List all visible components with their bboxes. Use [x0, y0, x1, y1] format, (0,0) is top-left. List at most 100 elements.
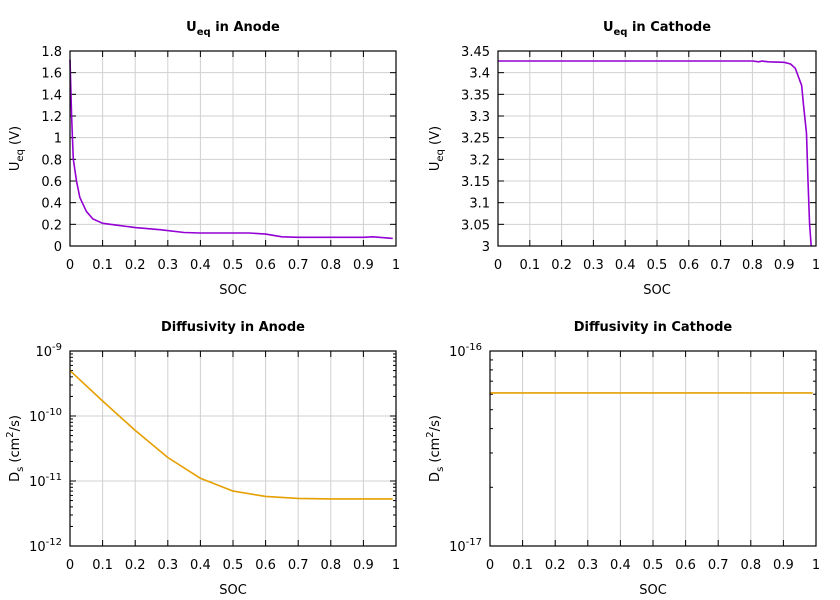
y-tick-label: 0.8	[41, 153, 62, 168]
chart-title: Ueq in Anode	[186, 20, 280, 38]
subplot-4: 0 0.1 0.2 0.3 0.4 0.5 0.6 0.7 0.8 0.9 110-1710-16D…	[425, 320, 820, 598]
y-tick-label: 1.8	[41, 45, 62, 60]
x-tick-label: 1	[812, 258, 820, 273]
text-part: (V)	[428, 126, 443, 149]
series-line	[69, 370, 393, 500]
x-tick-label: 0	[66, 558, 74, 573]
x-tick-label: 0.5	[223, 258, 244, 273]
text-part: eq	[15, 149, 26, 162]
y-tick-label: 1.6	[41, 67, 62, 82]
x-tick-label: 0.4	[610, 558, 631, 573]
text-part: D	[428, 472, 443, 482]
plot-border	[497, 50, 817, 247]
y-tick-label: 3.4	[469, 67, 490, 82]
y-axis-label: Ds (cm2/s)	[425, 415, 446, 482]
text-part: U	[186, 20, 197, 35]
x-tick-label: 0.8	[740, 558, 761, 573]
x-tick-label: 0.7	[710, 258, 731, 273]
x-tick-label: 0.7	[288, 558, 309, 573]
x-tick-label: 0	[66, 258, 74, 273]
text-part: -11	[46, 472, 62, 483]
x-tick-label: 0	[494, 258, 502, 273]
x-tick-label: 0.8	[320, 558, 341, 573]
text-part: s	[15, 467, 26, 472]
x-tick-label: 0.1	[512, 558, 533, 573]
text-part: eq	[614, 27, 628, 38]
text-part: 10	[449, 345, 466, 360]
x-axis-label: SOC	[219, 583, 247, 598]
text-part: (cm	[428, 438, 443, 467]
x-tick-label: 0.2	[551, 258, 572, 273]
x-tick-label: 1	[812, 558, 820, 573]
y-tick-label: 3.2	[469, 153, 490, 168]
series-line	[498, 60, 812, 247]
x-tick-label: 0.2	[125, 258, 146, 273]
plot-border	[489, 350, 817, 547]
x-tick-label: 0.3	[157, 258, 178, 273]
subplot-3: 0 0.1 0.2 0.3 0.4 0.5 0.6 0.7 0.8 0.9 110-1210-111…	[5, 320, 400, 598]
text-part: Diffusivity in Anode	[161, 320, 305, 335]
chart-title: Ueq in Cathode	[603, 20, 711, 38]
text-part: -17	[466, 537, 482, 548]
x-tick-label: 0.7	[708, 558, 729, 573]
text-part: (cm	[8, 438, 23, 467]
text-part: D	[8, 472, 23, 482]
x-tick-label: 1	[392, 258, 400, 273]
text-part: eq	[197, 27, 211, 38]
text-part: 10	[29, 540, 46, 555]
x-tick-label: 0.6	[675, 558, 696, 573]
text-part: Diffusivity in Cathode	[574, 320, 733, 335]
text-part: eq	[435, 149, 446, 162]
x-tick-label: 0.4	[190, 558, 211, 573]
text-part: -10	[46, 407, 62, 418]
text-part: 10	[449, 540, 466, 555]
x-tick-label: 0.9	[353, 258, 374, 273]
y-axis-label: Ueq (V)	[8, 126, 26, 171]
y-tick-label: 10-9	[35, 342, 62, 360]
text-part: -9	[52, 342, 62, 353]
text-part: 2	[5, 431, 16, 437]
chart-title: Diffusivity in Cathode	[574, 320, 733, 335]
x-tick-label: 0.1	[92, 258, 113, 273]
x-axis-label: SOC	[219, 283, 247, 298]
y-tick-label: 3.25	[461, 132, 490, 147]
text-part: in Anode	[211, 20, 280, 35]
x-tick-label: 0.1	[519, 258, 540, 273]
y-tick-label: 1.4	[41, 88, 62, 103]
y-tick-label: 10-11	[29, 472, 62, 490]
subplot-2: 0 0.1 0.2 0.3 0.4 0.5 0.6 0.7 0.8 0.9 1 3 3.05 3.1 3.1…	[428, 20, 820, 298]
y-tick-label: 3.15	[461, 175, 490, 190]
y-tick-label: 10-10	[29, 407, 62, 425]
y-tick-label: 3.35	[461, 88, 490, 103]
x-tick-label: 0.9	[774, 258, 795, 273]
text-part: U	[603, 20, 614, 35]
text-part: /s)	[428, 415, 443, 431]
text-part: 10	[29, 410, 46, 425]
y-tick-label: 3.05	[461, 218, 490, 233]
text-part: s	[435, 467, 446, 472]
chart-title: Diffusivity in Anode	[161, 320, 305, 335]
plot-border	[69, 350, 397, 547]
text-part: /s)	[8, 415, 23, 431]
y-tick-label: 0.4	[41, 197, 62, 212]
text-part: 10	[35, 345, 52, 360]
y-tick-label: 3.3	[469, 110, 490, 125]
y-tick-label: 10-12	[29, 537, 62, 555]
x-axis-label: SOC	[639, 583, 667, 598]
text-part: 10	[29, 475, 46, 490]
y-tick-label: 3	[482, 240, 490, 255]
x-tick-label: 0.9	[773, 558, 794, 573]
y-tick-label: 3.1	[469, 197, 490, 212]
x-tick-label: 0.5	[223, 558, 244, 573]
y-tick-label: 0.2	[41, 218, 62, 233]
series-line	[69, 59, 393, 240]
x-tick-label: 0.4	[615, 258, 636, 273]
y-tick-label: 0.6	[41, 175, 62, 190]
y-axis-label: Ueq (V)	[428, 126, 446, 171]
plot-border	[69, 50, 397, 247]
x-tick-label: 0.8	[742, 258, 763, 273]
x-tick-label: 0.6	[255, 258, 276, 273]
x-tick-label: 0.2	[545, 558, 566, 573]
x-tick-label: 0.8	[320, 258, 341, 273]
